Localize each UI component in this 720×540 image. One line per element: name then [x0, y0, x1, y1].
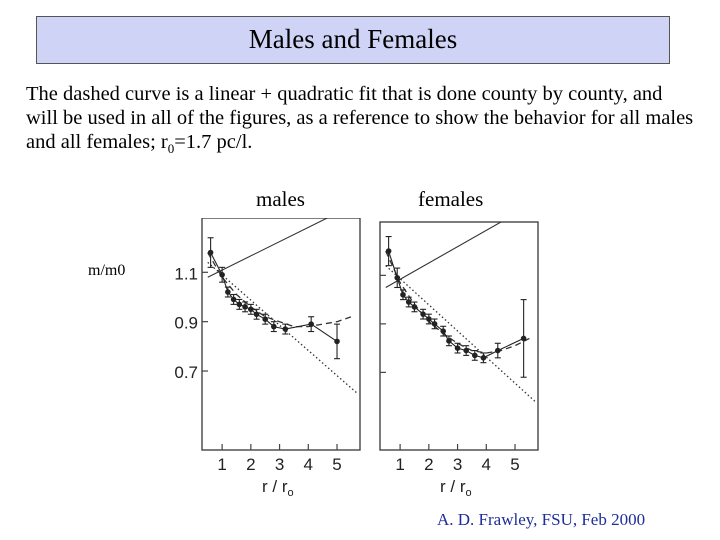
males-data-point — [262, 316, 268, 322]
females-data-point — [446, 338, 452, 344]
females-data-point — [420, 311, 426, 317]
females-data-point — [411, 304, 418, 310]
males-x-tick-label: 3 — [275, 455, 284, 474]
females-x-axis-label: r / ro — [440, 477, 472, 499]
description-tail: =1.7 pc/l. — [174, 131, 253, 153]
females-linear-fit — [385, 265, 536, 402]
males-x-axis-label: r / ro — [262, 477, 294, 499]
males-quadratic-fit — [207, 252, 352, 328]
males-linear-fit — [207, 261, 358, 394]
females-x-tick-label: 1 — [395, 455, 404, 474]
males-data-point — [230, 296, 237, 303]
females-data-point — [494, 347, 501, 354]
females-x-tick-label: 2 — [424, 455, 433, 474]
females-data-point — [480, 355, 487, 361]
females-data-point — [520, 335, 527, 342]
females-data-point — [431, 321, 438, 327]
slide-description: The dashed curve is a linear + quadratic… — [26, 82, 696, 161]
description-subscript: 0 — [167, 141, 175, 157]
males-data-point — [271, 323, 277, 330]
males-data-point — [242, 304, 248, 310]
females-data-point — [463, 347, 469, 354]
males-label: males — [256, 187, 305, 211]
males-reference-line — [207, 218, 329, 278]
males-y-tick-label: 0.9 — [174, 314, 198, 333]
males-x-tick-label: 4 — [304, 455, 313, 474]
males-data-point — [334, 338, 340, 345]
females-data-line — [388, 250, 524, 359]
description-main: The dashed curve is a linear + quadratic… — [26, 83, 694, 153]
females-reference-line — [385, 222, 503, 288]
males-data-point — [282, 326, 289, 332]
females-x-tick-label: 4 — [482, 455, 491, 474]
y-axis-label: m/m0 — [88, 262, 126, 279]
slide-title: Males and Females — [36, 16, 670, 64]
males-data-point — [207, 249, 214, 256]
females-data-point — [440, 328, 447, 334]
males-data-point — [225, 289, 231, 295]
author-credit: A. D. Frawley, FSU, Feb 2000 — [437, 510, 646, 529]
females-data-point — [472, 352, 478, 359]
females-data-point — [454, 345, 461, 351]
females-frame — [379, 221, 539, 451]
females-data-point — [400, 291, 406, 298]
males-data-point — [253, 311, 260, 318]
females-data-point — [385, 248, 392, 254]
males-y-tick-label: 1.1 — [174, 264, 198, 283]
females-data-point — [426, 316, 432, 322]
females-data-point — [394, 274, 401, 281]
females-x-tick-label: 3 — [453, 455, 462, 474]
males-data-point — [236, 301, 243, 308]
chart-figure: 1 2 3 4 5r / ro0.70.91.11 2 3 4 5r / ro — [174, 218, 539, 499]
males-x-tick-label: 5 — [332, 455, 341, 474]
males-frame — [201, 218, 361, 451]
males-data-point — [308, 321, 314, 327]
males-x-tick-label: 2 — [246, 455, 255, 474]
females-label: females — [418, 187, 484, 211]
females-x-tick-label: 5 — [510, 455, 519, 474]
males-data-point — [248, 306, 254, 313]
males-y-tick-label: 0.7 — [174, 363, 198, 382]
males-x-tick-label: 1 — [217, 455, 226, 474]
females-data-point — [405, 299, 412, 305]
males-data-point — [219, 271, 225, 278]
